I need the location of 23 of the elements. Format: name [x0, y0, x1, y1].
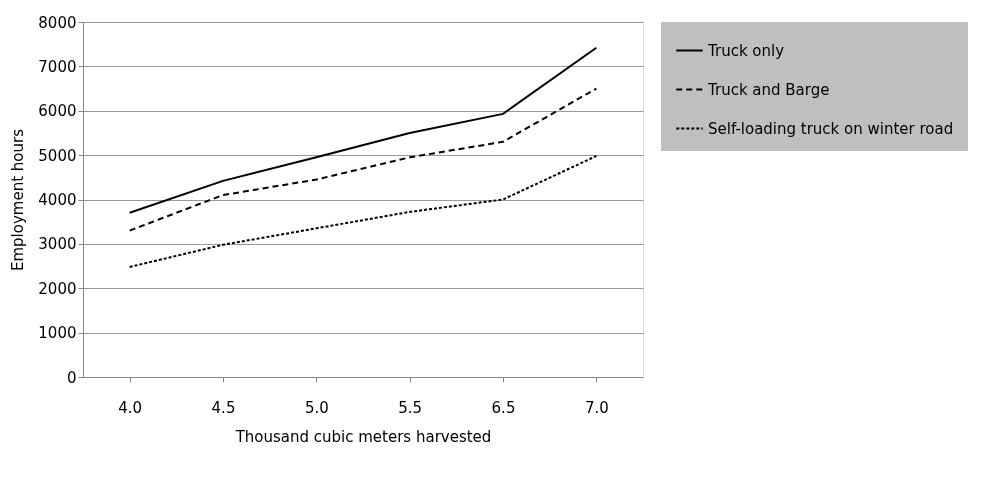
legend-label: Self-loading truck on winter road: [708, 119, 954, 138]
line-series: [128, 155, 598, 268]
x-tick-label: 5.5: [398, 398, 423, 417]
x-axis-title: Thousand cubic meters harvested: [234, 427, 492, 446]
line-series: [128, 46, 598, 214]
y-tick-label: 3000: [38, 235, 77, 254]
y-tick-label: 0: [66, 368, 77, 387]
y-tick-label: 7000: [38, 57, 77, 76]
x-tick-label: 5.0: [304, 398, 329, 417]
y-tick-label: 6000: [38, 102, 77, 121]
y-tick-label: 5000: [38, 146, 77, 165]
x-tick-label: 7.0: [584, 398, 609, 417]
legend-label: Truck only: [707, 41, 785, 60]
y-tick-label: 1000: [38, 324, 77, 343]
x-tick-label: 4.5: [211, 398, 236, 417]
y-tick-label: 8000: [38, 13, 77, 32]
y-tick-label: 2000: [38, 279, 77, 298]
y-tick-label: 4000: [38, 191, 77, 209]
y-axis-title: Employment hours: [9, 128, 28, 272]
line-series: [128, 87, 598, 232]
legend-label: Truck and Barge: [707, 80, 830, 99]
x-tick-label: 6.5: [491, 398, 516, 417]
x-tick-label: 4.0: [118, 398, 143, 417]
